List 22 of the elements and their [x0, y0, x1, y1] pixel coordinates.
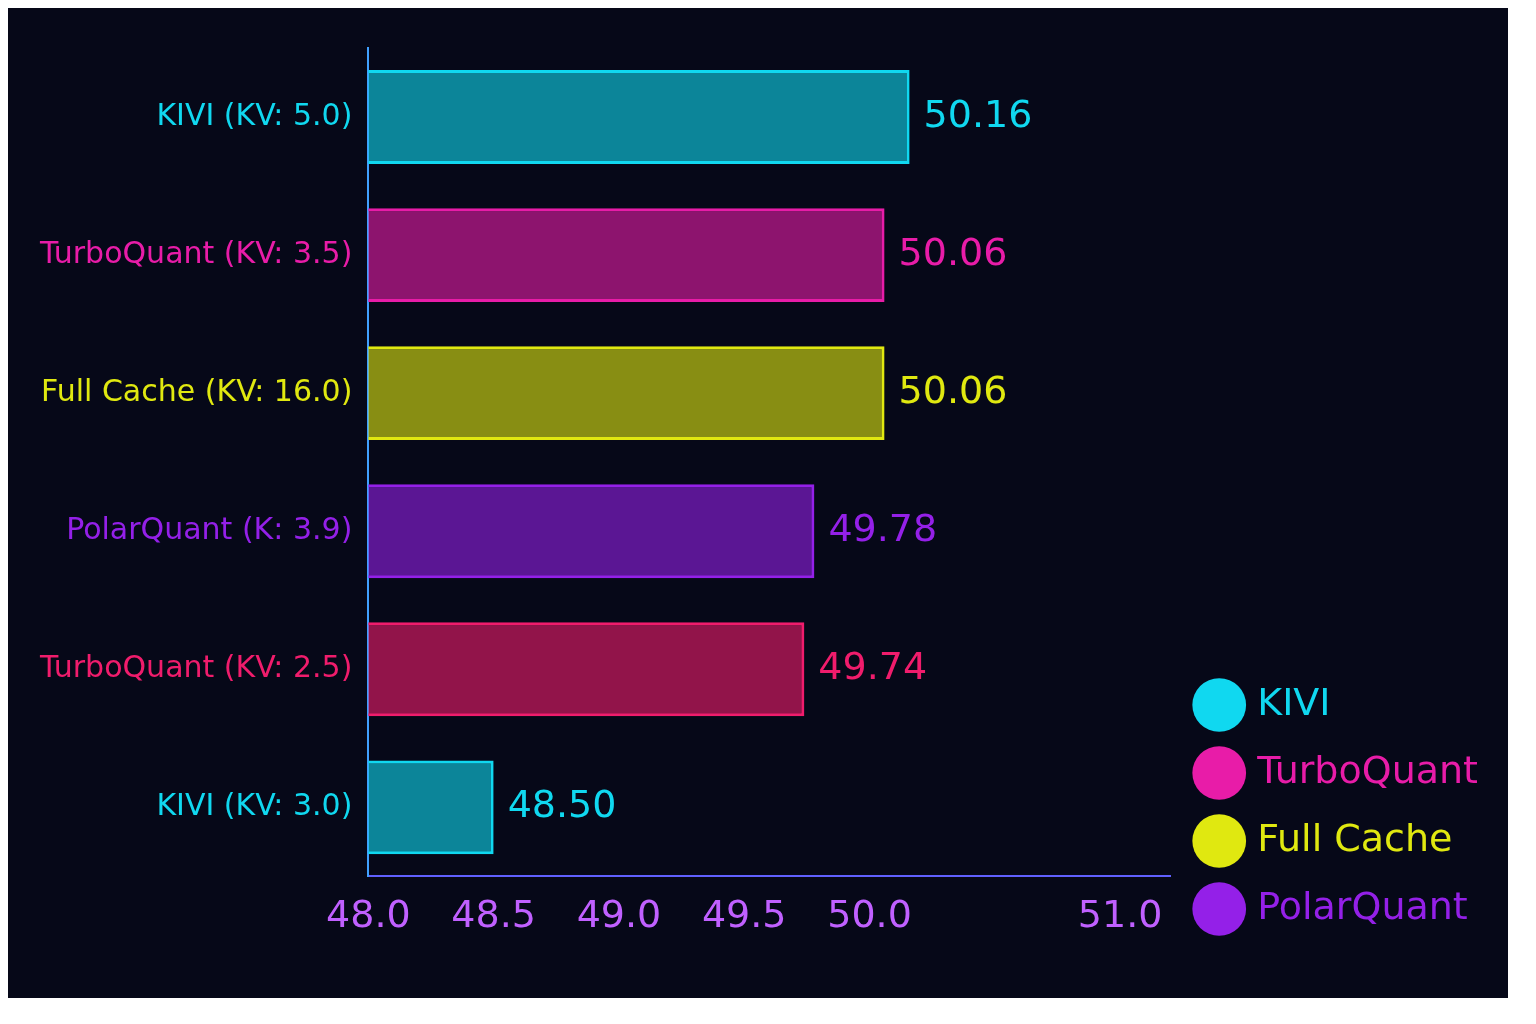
- x-tick-label: 48.0: [326, 892, 411, 937]
- data-label: 49.78: [828, 506, 938, 551]
- data-label: 50.06: [898, 368, 1008, 413]
- data-label: 50.16: [923, 91, 1033, 136]
- y-tick-label: TurboQuant (KV: 2.5): [38, 649, 353, 685]
- legend-label: PolarQuant: [1257, 883, 1468, 928]
- x-tick-label: 51.0: [1077, 892, 1163, 937]
- data-label: 50.06: [898, 229, 1008, 274]
- legend-label: TurboQuant: [1256, 747, 1479, 792]
- y-tick-label: PolarQuant (K: 3.9): [66, 511, 353, 547]
- data-label: 49.74: [818, 644, 928, 689]
- x-tick-label: 49.0: [576, 892, 662, 937]
- x-tick-label: 48.5: [451, 892, 536, 937]
- legend-label: Full Cache: [1257, 815, 1453, 860]
- y-tick-label: TurboQuant (KV: 3.5): [38, 234, 353, 270]
- legend-label: KIVI: [1257, 679, 1331, 724]
- y-tick-label: Full Cache (KV: 16.0): [41, 372, 353, 408]
- data-label: 48.50: [507, 782, 617, 827]
- x-tick-label: 50.0: [827, 892, 912, 937]
- x-tick-label: 49.5: [701, 892, 787, 937]
- y-tick-label: KIVI (KV: 5.0): [156, 96, 353, 132]
- y-tick-label: KIVI (KV: 3.0): [156, 787, 353, 823]
